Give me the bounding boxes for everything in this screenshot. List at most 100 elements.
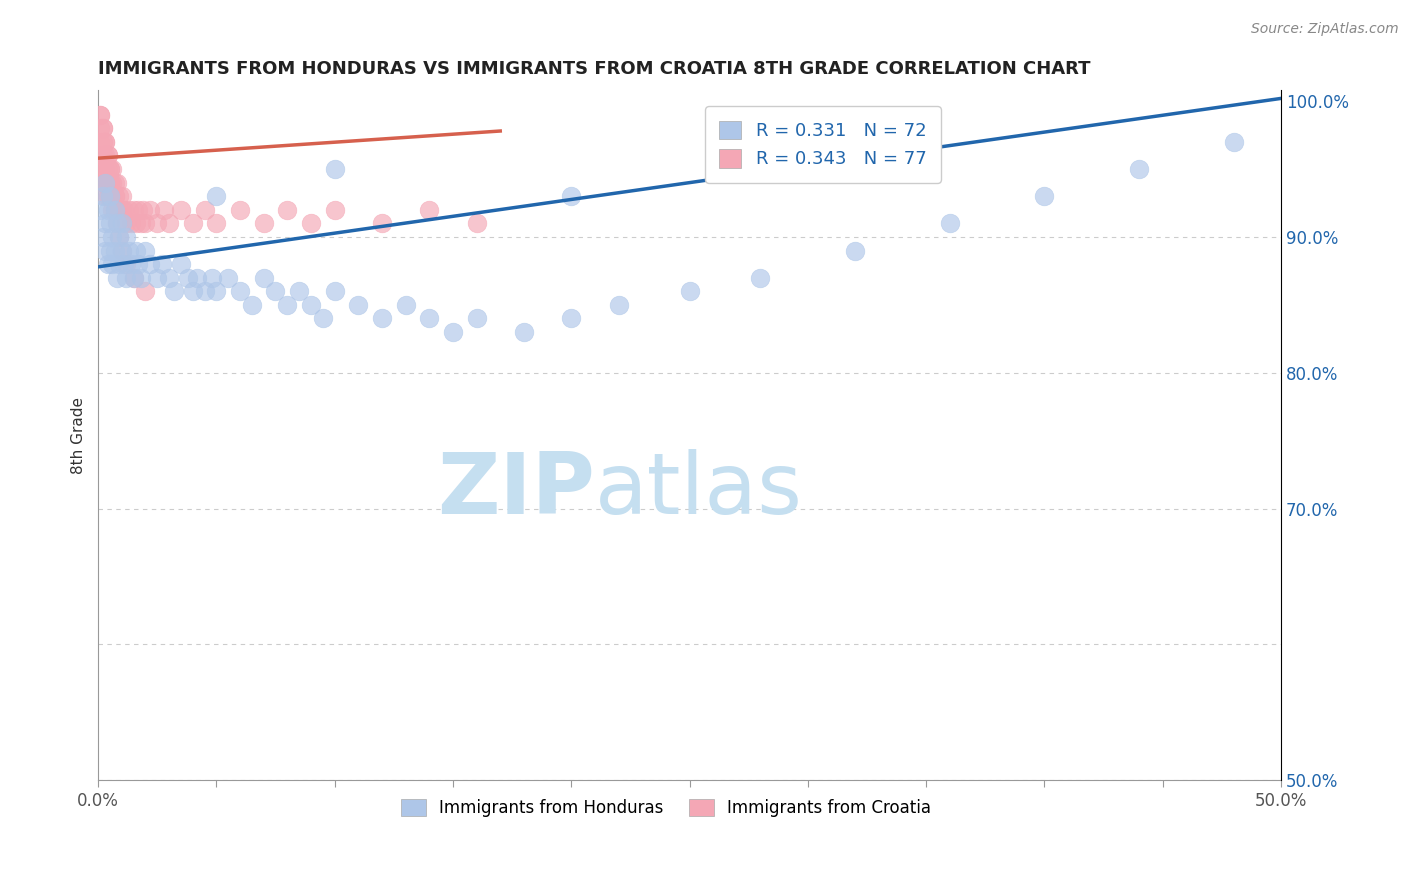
Point: [94, 189, 117, 203]
Point: [101, 202, 124, 217]
Point: [129, 216, 152, 230]
Point: [98, 189, 121, 203]
Point: [96, 202, 118, 217]
Point: [129, 270, 152, 285]
Text: atlas: atlas: [595, 449, 803, 532]
Point: [94, 135, 117, 149]
Point: [193, 202, 215, 217]
Point: [101, 189, 124, 203]
Point: [91, 230, 114, 244]
Point: [94, 148, 117, 162]
Point: [347, 298, 370, 312]
Point: [108, 189, 131, 203]
Point: [115, 216, 138, 230]
Point: [96, 176, 118, 190]
Point: [89, 162, 111, 177]
Point: [157, 216, 180, 230]
Point: [115, 270, 138, 285]
Point: [205, 285, 228, 299]
Point: [96, 148, 118, 162]
Point: [108, 257, 131, 271]
Point: [98, 244, 121, 258]
Point: [560, 189, 582, 203]
Point: [201, 270, 224, 285]
Point: [132, 202, 155, 217]
Point: [193, 285, 215, 299]
Point: [118, 202, 141, 217]
Point: [441, 325, 464, 339]
Point: [111, 244, 134, 258]
Point: [94, 176, 117, 190]
Point: [122, 270, 145, 285]
Point: [607, 298, 630, 312]
Point: [122, 202, 145, 217]
Point: [394, 298, 416, 312]
Point: [323, 202, 346, 217]
Point: [181, 216, 204, 230]
Point: [122, 270, 145, 285]
Point: [418, 202, 440, 217]
Point: [157, 270, 180, 285]
Point: [98, 189, 121, 203]
Point: [323, 285, 346, 299]
Point: [150, 257, 173, 271]
Text: Source: ZipAtlas.com: Source: ZipAtlas.com: [1251, 22, 1399, 37]
Point: [299, 298, 322, 312]
Point: [91, 176, 114, 190]
Point: [111, 189, 134, 203]
Point: [465, 216, 488, 230]
Point: [513, 325, 536, 339]
Point: [163, 285, 186, 299]
Point: [240, 298, 263, 312]
Point: [111, 216, 134, 230]
Point: [1128, 162, 1150, 177]
Point: [98, 216, 121, 230]
Point: [91, 135, 114, 149]
Point: [125, 244, 148, 258]
Point: [112, 257, 135, 271]
Point: [91, 162, 114, 177]
Point: [101, 230, 124, 244]
Point: [89, 108, 111, 122]
Point: [125, 216, 148, 230]
Point: [91, 148, 114, 162]
Point: [89, 121, 111, 136]
Point: [134, 285, 156, 299]
Point: [91, 121, 114, 136]
Point: [678, 285, 700, 299]
Point: [94, 244, 117, 258]
Point: [94, 176, 117, 190]
Point: [91, 121, 114, 136]
Point: [264, 285, 287, 299]
Point: [89, 148, 111, 162]
Point: [186, 270, 208, 285]
Point: [146, 270, 169, 285]
Point: [94, 135, 117, 149]
Point: [104, 202, 127, 217]
Point: [1033, 189, 1056, 203]
Point: [101, 162, 124, 177]
Point: [108, 202, 131, 217]
Point: [104, 176, 127, 190]
Point: [560, 311, 582, 326]
Point: [104, 202, 127, 217]
Y-axis label: 8th Grade: 8th Grade: [72, 397, 86, 474]
Point: [105, 202, 128, 217]
Point: [96, 189, 118, 203]
Point: [127, 202, 149, 217]
Point: [89, 108, 111, 122]
Point: [134, 244, 156, 258]
Point: [94, 216, 117, 230]
Point: [938, 216, 960, 230]
Point: [96, 148, 118, 162]
Point: [112, 202, 135, 217]
Point: [98, 176, 121, 190]
Point: [101, 189, 124, 203]
Point: [170, 202, 193, 217]
Point: [91, 189, 114, 203]
Point: [139, 202, 162, 217]
Point: [418, 311, 440, 326]
Point: [205, 216, 228, 230]
Point: [205, 189, 228, 203]
Point: [89, 135, 111, 149]
